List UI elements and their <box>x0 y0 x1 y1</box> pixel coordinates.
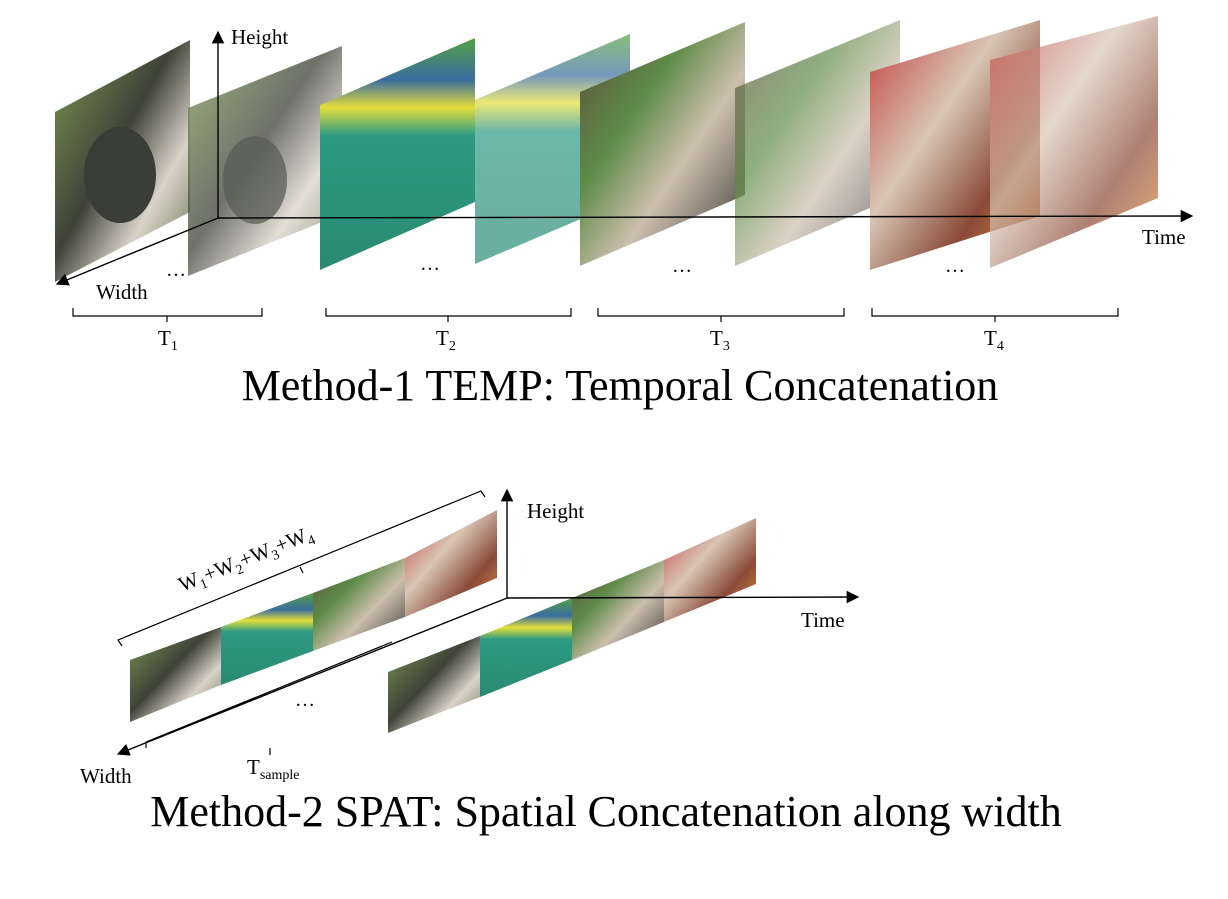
method1-ellipsis-2: … <box>420 253 440 275</box>
t4-bracket <box>871 308 1119 322</box>
method1-width-label: Width <box>96 280 148 304</box>
t3-label: T3 <box>710 326 730 354</box>
strip-front-dog <box>388 636 480 733</box>
method2-ellipsis: … <box>295 689 315 711</box>
method2-strip-front <box>388 518 756 733</box>
method2-strip-back <box>130 510 497 722</box>
t1-bracket <box>72 308 263 322</box>
t3-frame-back <box>735 20 900 266</box>
strip-back-cat <box>405 510 497 617</box>
t1-dog-head <box>84 127 156 223</box>
method1-frames <box>55 16 1158 282</box>
method1-ellipsis-1: … <box>166 259 186 281</box>
sample-label: Tsample <box>247 755 299 783</box>
t2-bracket <box>325 308 572 322</box>
width-sum-label: W1+W2+W3+W4 <box>175 521 318 600</box>
sample-bracket <box>145 641 393 755</box>
method1-ellipsis-3: … <box>672 255 692 277</box>
t3-bracket <box>597 308 845 322</box>
t1-label: T1 <box>158 326 178 354</box>
method1-title: Method-1 TEMP: Temporal Concatenation <box>242 361 999 410</box>
strip-front-cat <box>664 518 756 622</box>
method2-width-axis <box>116 597 508 756</box>
method2-time-label: Time <box>801 608 845 632</box>
strip-front-agility <box>480 598 572 697</box>
strip-back-woman <box>313 558 405 651</box>
method2-width-label: Width <box>80 764 132 788</box>
method1-height-label: Height <box>231 25 288 49</box>
method2-height-label: Height <box>527 499 584 523</box>
method1-time-label: Time <box>1142 225 1186 249</box>
t2-label: T2 <box>436 326 456 354</box>
strip-back-dog <box>130 627 221 722</box>
t3-frame-front <box>580 22 745 266</box>
t4-label: T4 <box>984 326 1004 354</box>
width-sum-bracket <box>117 490 486 647</box>
t2-frame-front <box>320 38 475 270</box>
method1-brackets <box>72 308 1119 322</box>
t1-dog-head-faded <box>223 136 287 224</box>
method2-title: Method-2 SPAT: Spatial Concatenation alo… <box>150 787 1062 836</box>
method2-time-axis <box>506 590 860 604</box>
method1-ellipsis-4: … <box>945 255 965 277</box>
method1-width-axis <box>55 217 219 286</box>
strip-back-agility <box>221 593 313 685</box>
t4-frame-back <box>990 16 1158 268</box>
method1-time-axis <box>217 209 1194 223</box>
strip-front-woman <box>572 560 664 660</box>
